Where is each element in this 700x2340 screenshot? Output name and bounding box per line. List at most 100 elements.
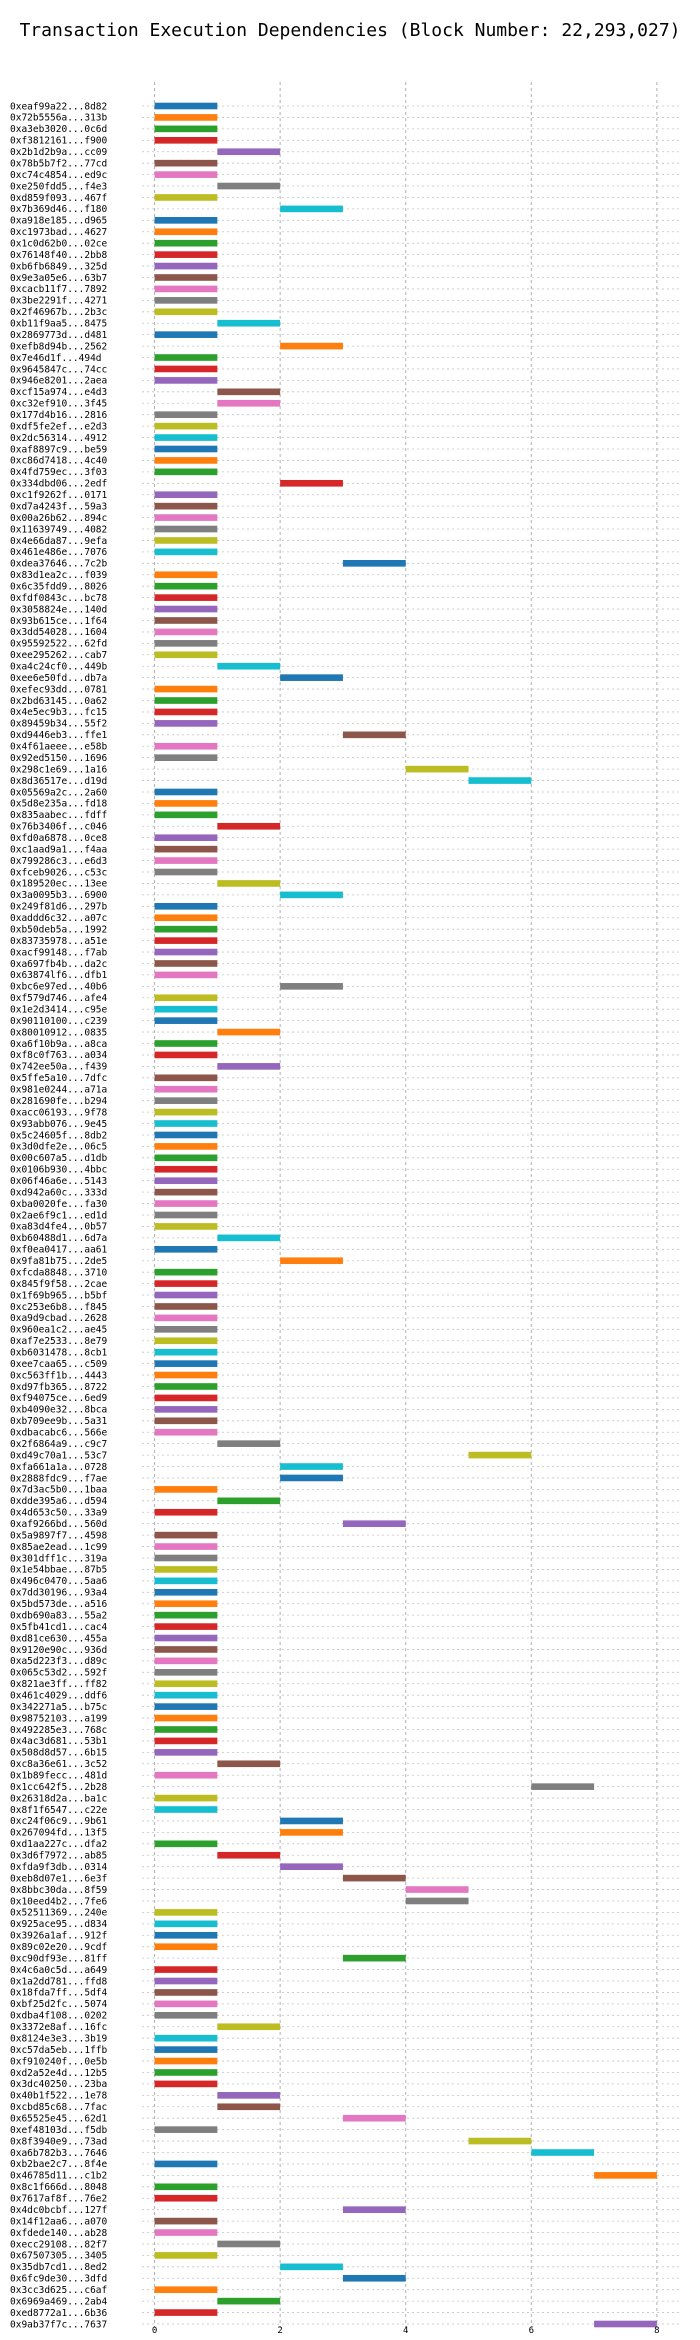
transaction-bar — [154, 914, 218, 922]
transaction-bar — [154, 514, 218, 521]
transaction-label: 0x4f61aeee...e58b — [10, 742, 108, 753]
transaction-bar — [217, 1497, 281, 1505]
transaction-label: 0xc253e6b8...f845 — [10, 1302, 107, 1313]
transaction-label: 0x7617af8f...76e2 — [10, 2194, 107, 2205]
transaction-label: 0xaddd6c32...a07c — [10, 913, 107, 924]
transaction-label: 0xfa661a1a...0728 — [10, 1462, 108, 1473]
transaction-label: 0x267094fd...13f5 — [10, 1828, 107, 1839]
transaction-label: 0xd81ce630...455a — [10, 1633, 107, 1644]
transaction-bar — [154, 114, 218, 121]
transaction-label: 0x3372e8af...16fc — [10, 2022, 107, 2033]
transaction-label: 0xd2a52e4d...12b5 — [10, 2068, 107, 2079]
transaction-bar — [342, 2274, 406, 2282]
transaction-bar — [154, 1211, 218, 1219]
transaction-label: 0xaf7e2533...8e79 — [10, 1336, 108, 1347]
transaction-label: 0x63874lf6...dfb1 — [10, 970, 108, 981]
transaction-label: 0xee6e50fd...db7a — [10, 673, 107, 684]
transaction-bar — [154, 1611, 218, 1619]
transaction-bar — [154, 2080, 218, 2088]
transaction-label: 0xfcda8848...3710 — [10, 1267, 108, 1278]
transaction-bar — [154, 594, 218, 601]
transaction-bar — [154, 1074, 218, 1082]
transaction-label: 0x461e486e...7076 — [10, 547, 108, 558]
transaction-bar — [154, 251, 218, 258]
transaction-bar — [154, 1337, 218, 1345]
transaction-label: 0x90110100...c239 — [10, 1016, 108, 1027]
transaction-bar — [154, 1554, 218, 1562]
transaction-label: 0x67507305...3405 — [10, 2251, 107, 2262]
transaction-label: 0x35db7cd1...8ed2 — [10, 2262, 107, 2273]
transaction-label: 0x1a2dd781...ffd8 — [10, 1976, 108, 1987]
transaction-bar — [154, 582, 218, 590]
transaction-bar — [154, 1314, 218, 1322]
transaction-bar — [217, 2092, 281, 2099]
transaction-label: 0xb6031478...8cb1 — [10, 1347, 108, 1358]
transaction-bar — [154, 708, 218, 716]
transaction-label: 0x5d8e235a...fd18 — [10, 799, 108, 810]
transaction-bar — [217, 2297, 281, 2305]
transaction-bar — [217, 319, 281, 327]
transaction-bar — [342, 560, 406, 567]
transaction-bar — [154, 845, 218, 853]
transaction-bar — [154, 1566, 218, 1573]
transaction-label: 0x26318d2a...ba1c — [10, 1793, 107, 1804]
transaction-bar — [280, 479, 343, 487]
transaction-label: 0xacf99148...f7ab — [10, 947, 108, 958]
transaction-label: 0x8bbc30da...8f59 — [10, 1885, 108, 1896]
transaction-bar — [154, 1531, 218, 1539]
transaction-label: 0x835aabec...fdff — [10, 810, 107, 821]
transaction-bar — [217, 2103, 281, 2111]
transaction-label: 0xa9d9cbad...2628 — [10, 1313, 108, 1324]
transaction-label: 0xa5d223f3...d89c — [10, 1656, 107, 1667]
transaction-label: 0x93abb076...9e45 — [10, 1119, 107, 1130]
transaction-label: 0x1b89fecc...481d — [10, 1771, 107, 1782]
transaction-label: 0x3cc3d625...c6af — [10, 2285, 107, 2296]
transaction-label: 0xa6b782b3...7646 — [10, 2148, 108, 2159]
transaction-label: 0xc1973bad...4627 — [10, 227, 107, 238]
transaction-bar — [217, 1234, 281, 1242]
transaction-bar — [154, 571, 218, 579]
transaction-label: 0xfceb9026...c53c — [10, 867, 107, 878]
transaction-bar — [154, 857, 218, 864]
transaction-label: 0x5c24605f...8db2 — [10, 1130, 107, 1141]
transaction-label: 0x76b3406f...c046 — [10, 822, 108, 833]
transaction-label: 0x52511369...240e — [10, 1908, 108, 1919]
transaction-bar — [154, 1486, 218, 1493]
transaction-bar — [154, 1737, 218, 1745]
transaction-bar — [154, 1154, 218, 1162]
transaction-bar — [154, 457, 218, 464]
transaction-label: 0xaf8897c9...be59 — [10, 444, 108, 455]
transaction-bar — [154, 617, 218, 624]
transaction-bar — [154, 1097, 218, 1104]
bar-layer — [154, 102, 657, 2328]
transaction-bar — [154, 1108, 218, 1116]
transaction-label: 0x177d4b16...2816 — [10, 410, 108, 421]
transaction-bar — [154, 971, 218, 979]
transaction-label: 0x342271a5...b75c — [10, 1702, 107, 1713]
transaction-label: 0xdba4f108...0202 — [10, 2011, 107, 2022]
x-tick-label: 6 — [529, 2326, 534, 2336]
transaction-label: 0xd1aa227c...dfa2 — [10, 1839, 107, 1850]
transaction-bar — [154, 1326, 218, 1333]
transaction-bar — [154, 2069, 218, 2076]
transaction-bar — [154, 2286, 218, 2294]
transaction-label: 0xfdf0843c...bc78 — [10, 593, 108, 604]
transaction-bar — [405, 1886, 469, 1893]
transaction-label: 0xc8a36e61...3c52 — [10, 1759, 107, 1770]
transaction-bar — [154, 171, 218, 178]
transaction-label: 0x5ffe5a10...7dfc — [10, 1073, 107, 1084]
transaction-bar — [154, 1303, 218, 1310]
transaction-bar — [154, 960, 218, 967]
transaction-label: 0xf8c0f763...a034 — [10, 1050, 108, 1061]
transaction-label: 0x799286c3...e6d3 — [10, 856, 107, 867]
transaction-label: 0x334dbd06...2edf — [10, 479, 107, 490]
transaction-bar — [154, 274, 218, 281]
transaction-bar — [154, 502, 218, 510]
transaction-bar — [154, 697, 218, 704]
transaction-bar — [154, 1200, 218, 1207]
transaction-label: 0x9e3a05e6...63b7 — [10, 273, 107, 284]
transaction-bar — [154, 1989, 218, 1996]
transaction-bar — [154, 1383, 218, 1390]
transaction-label: 0x9ab37f7c...7637 — [10, 2319, 107, 2330]
